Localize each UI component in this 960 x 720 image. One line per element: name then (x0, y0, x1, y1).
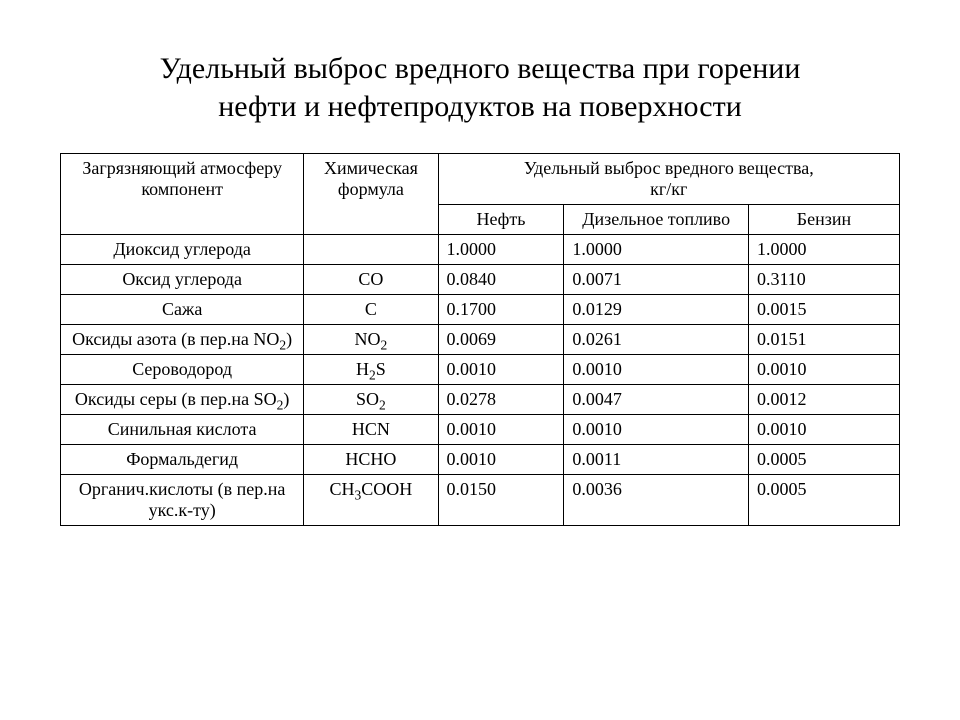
cell-petrol: 0.0015 (748, 295, 899, 325)
th-emission-group-l2: кг/кг (650, 179, 687, 199)
cell-petrol: 0.0012 (748, 385, 899, 415)
th-diesel: Дизельное топливо (564, 205, 749, 235)
title-line-2: нефти и нефтепродуктов на поверхности (218, 90, 742, 123)
cell-petrol: 0.0005 (748, 445, 899, 475)
cell-oil: 1.0000 (438, 235, 564, 265)
cell-formula: NO2 (304, 325, 438, 355)
th-emission-group-l1: Удельный выброс вредного вещества, (524, 158, 814, 178)
cell-component: Сероводород (61, 355, 304, 385)
cell-diesel: 0.0129 (564, 295, 749, 325)
th-oil: Нефть (438, 205, 564, 235)
th-petrol: Бензин (748, 205, 899, 235)
cell-oil: 0.0278 (438, 385, 564, 415)
cell-formula: HCN (304, 415, 438, 445)
cell-diesel: 1.0000 (564, 235, 749, 265)
cell-formula (304, 235, 438, 265)
cell-petrol: 0.0010 (748, 355, 899, 385)
emissions-table: Загрязняющий атмосферу компонент Химичес… (60, 153, 900, 526)
cell-formula: C (304, 295, 438, 325)
cell-oil: 0.0010 (438, 415, 564, 445)
cell-oil: 0.0150 (438, 475, 564, 526)
title-line-1: Удельный выброс вредного вещества при го… (160, 52, 801, 85)
cell-diesel: 0.0261 (564, 325, 749, 355)
page-title: Удельный выброс вредного вещества при го… (60, 50, 900, 125)
th-formula: Химическая формула (304, 154, 438, 235)
cell-diesel: 0.0010 (564, 415, 749, 445)
cell-component: Оксиды серы (в пер.на SO2) (61, 385, 304, 415)
cell-petrol: 0.0010 (748, 415, 899, 445)
cell-diesel: 0.0036 (564, 475, 749, 526)
table-body: Диоксид углерода1.00001.00001.0000Оксид … (61, 235, 900, 526)
cell-petrol: 0.0005 (748, 475, 899, 526)
cell-oil: 0.0010 (438, 445, 564, 475)
cell-formula: SO2 (304, 385, 438, 415)
th-emission-group: Удельный выброс вредного вещества, кг/кг (438, 154, 899, 205)
table-row: Оксиды азота (в пер.на NO2)NO20.00690.02… (61, 325, 900, 355)
table-row: Оксид углеродаCO0.08400.00710.3110 (61, 265, 900, 295)
th-component: Загрязняющий атмосферу компонент (61, 154, 304, 235)
table-row: СероводородH2S0.00100.00100.0010 (61, 355, 900, 385)
cell-component: Формальдегид (61, 445, 304, 475)
cell-petrol: 0.3110 (748, 265, 899, 295)
cell-formula: CO (304, 265, 438, 295)
table-row: СажаC0.17000.01290.0015 (61, 295, 900, 325)
cell-diesel: 0.0047 (564, 385, 749, 415)
cell-petrol: 0.0151 (748, 325, 899, 355)
cell-oil: 0.0840 (438, 265, 564, 295)
cell-oil: 0.0069 (438, 325, 564, 355)
cell-diesel: 0.0071 (564, 265, 749, 295)
cell-component: Сажа (61, 295, 304, 325)
cell-oil: 0.1700 (438, 295, 564, 325)
cell-petrol: 1.0000 (748, 235, 899, 265)
cell-component: Органич.кислоты (в пер.на укс.к-ту) (61, 475, 304, 526)
cell-formula: H2S (304, 355, 438, 385)
cell-diesel: 0.0010 (564, 355, 749, 385)
cell-formula: CH3COOH (304, 475, 438, 526)
cell-component: Оксид углерода (61, 265, 304, 295)
table-row: Диоксид углерода1.00001.00001.0000 (61, 235, 900, 265)
cell-oil: 0.0010 (438, 355, 564, 385)
cell-formula: HCHO (304, 445, 438, 475)
header-row-1: Загрязняющий атмосферу компонент Химичес… (61, 154, 900, 205)
cell-component: Синильная кислота (61, 415, 304, 445)
table-row: Оксиды серы (в пер.на SO2)SO20.02780.004… (61, 385, 900, 415)
cell-component: Диоксид углерода (61, 235, 304, 265)
table-row: Синильная кислотаHCN0.00100.00100.0010 (61, 415, 900, 445)
table-row: ФормальдегидHCHO0.00100.00110.0005 (61, 445, 900, 475)
table-row: Органич.кислоты (в пер.на укс.к-ту)CH3CO… (61, 475, 900, 526)
cell-component: Оксиды азота (в пер.на NO2) (61, 325, 304, 355)
cell-diesel: 0.0011 (564, 445, 749, 475)
